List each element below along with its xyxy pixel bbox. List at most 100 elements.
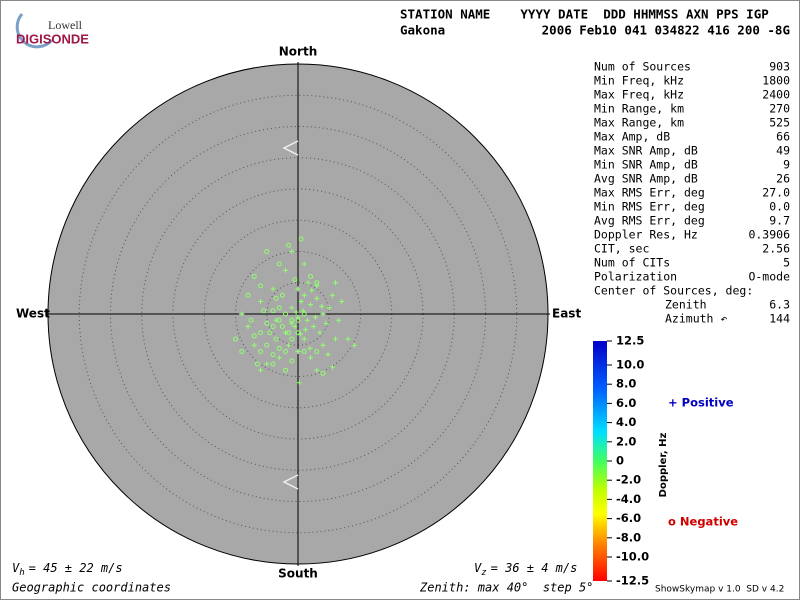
- source-circle: [273, 336, 279, 342]
- source-circle: [270, 361, 276, 367]
- source-plus: [320, 342, 326, 348]
- source-circle: [314, 349, 320, 354]
- colorbar-tick-label: 6.0: [616, 396, 636, 410]
- source-circle: [289, 336, 295, 342]
- source-circle: [254, 361, 260, 367]
- source-plus: [276, 355, 282, 361]
- stat-value: 66: [776, 130, 790, 144]
- stat-value: O-mode: [748, 270, 790, 284]
- stat-value: 5: [783, 256, 790, 270]
- colorbar-tick-label: 4.0: [616, 415, 636, 429]
- stat-value: 2.56: [762, 242, 790, 256]
- source-circle: [270, 324, 276, 329]
- source-plus: [289, 249, 295, 254]
- source-circle: [289, 358, 295, 364]
- source-circle: [286, 242, 292, 248]
- source-plus: [283, 330, 288, 336]
- logo-swoosh: [15, 13, 54, 49]
- source-plus: [304, 317, 310, 323]
- source-plus: [329, 292, 335, 298]
- source-plus: [345, 336, 351, 342]
- stat-value: 6.3: [769, 298, 790, 312]
- source-plus: [308, 302, 313, 308]
- source-plus: [292, 324, 298, 329]
- source-circle: [295, 317, 301, 323]
- stat-value: 49: [776, 144, 790, 158]
- stat-value: 144: [769, 312, 790, 326]
- source-plus: [286, 342, 292, 348]
- source-circle: [245, 292, 251, 298]
- source-circle: [295, 330, 301, 336]
- stat-value: 525: [769, 116, 790, 130]
- source-circle: [270, 308, 276, 314]
- stat-label: Min RMS Err, deg: [594, 200, 705, 214]
- source-plus: [289, 320, 295, 326]
- source-plus: [311, 324, 317, 329]
- source-plus: [298, 331, 303, 337]
- source-circle: [264, 320, 270, 326]
- colorbar-tick-label: -2.0: [616, 473, 641, 487]
- source-plus: [301, 292, 307, 298]
- source-circle: [289, 317, 295, 323]
- source-circle: [233, 336, 238, 342]
- source-circle: [264, 249, 270, 254]
- source-plus: [351, 342, 357, 348]
- source-circle: [298, 236, 304, 242]
- source-plus: [295, 286, 301, 292]
- stat-label: Doppler Res, Hz: [594, 228, 698, 242]
- source-circle: [320, 370, 326, 376]
- source-plus: [333, 336, 338, 342]
- stat-value: 2400: [762, 88, 790, 102]
- south-label: South: [278, 567, 318, 581]
- legend-positive: + Positive: [668, 396, 734, 410]
- version: ShowSkymap v 1.0 SD v 4.2: [655, 585, 784, 595]
- colorbar-label: Doppler, Hz: [658, 433, 669, 498]
- source-plus: [303, 327, 308, 333]
- source-plus: [289, 305, 295, 311]
- colorbar-tick-label: -4.0: [616, 492, 641, 506]
- source-plus: [314, 367, 320, 373]
- source-plus: [309, 287, 315, 293]
- coords-note: Geographic coordinates: [12, 581, 171, 595]
- colorbar-tick-label: 8.0: [616, 377, 636, 391]
- colorbar-tick-label: 0: [616, 454, 624, 468]
- center-heading: Center of Sources, deg:: [594, 284, 753, 298]
- source-plus: [293, 309, 299, 315]
- stat-value: 1800: [762, 74, 790, 88]
- source-plus: [336, 317, 342, 323]
- source-circle: [258, 330, 263, 336]
- colorbar-tick-label: -12.5: [616, 574, 649, 588]
- stat-label: Num of CITs: [594, 256, 670, 270]
- west-label: West: [16, 307, 50, 321]
- stat-label: Max Range, km: [594, 116, 684, 130]
- source-circle: [276, 305, 282, 311]
- colorbar: [593, 341, 607, 581]
- source-plus: [314, 283, 320, 289]
- stat-label: Max SNR Amp, dB: [594, 144, 698, 158]
- legend-negative: o Negative: [668, 515, 738, 529]
- source-plus: [319, 304, 325, 309]
- source-plus: [264, 361, 270, 367]
- stat-label: Azimuth ↶: [665, 312, 727, 326]
- source-plus: [295, 314, 301, 320]
- source-plus: [313, 314, 318, 320]
- source-plus: [317, 330, 323, 336]
- north-label: North: [279, 45, 317, 59]
- source-plus: [296, 380, 302, 386]
- source-plus: [320, 311, 326, 317]
- station: Gakona: [400, 23, 445, 38]
- source-plus: [258, 367, 263, 373]
- source-circle: [251, 274, 257, 279]
- source-circle: [279, 292, 285, 298]
- stat-label: Avg RMS Err, deg: [594, 214, 705, 228]
- logo-bottom: DIGISONDE: [16, 31, 89, 46]
- colorbar-tick-label: -10.0: [616, 550, 649, 564]
- stat-label: Num of Sources: [594, 60, 691, 74]
- stat-label: Min Freq, kHz: [594, 74, 684, 88]
- source-circle: [314, 280, 320, 286]
- stat-label: Max Amp, dB: [594, 130, 670, 144]
- stat-label: Min Range, km: [594, 102, 684, 116]
- source-plus: [245, 324, 251, 329]
- source-circle: [251, 333, 257, 339]
